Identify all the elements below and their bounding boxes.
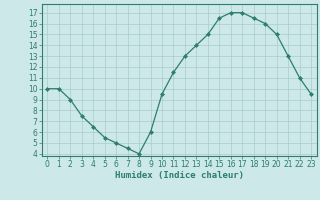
X-axis label: Humidex (Indice chaleur): Humidex (Indice chaleur) <box>115 171 244 180</box>
